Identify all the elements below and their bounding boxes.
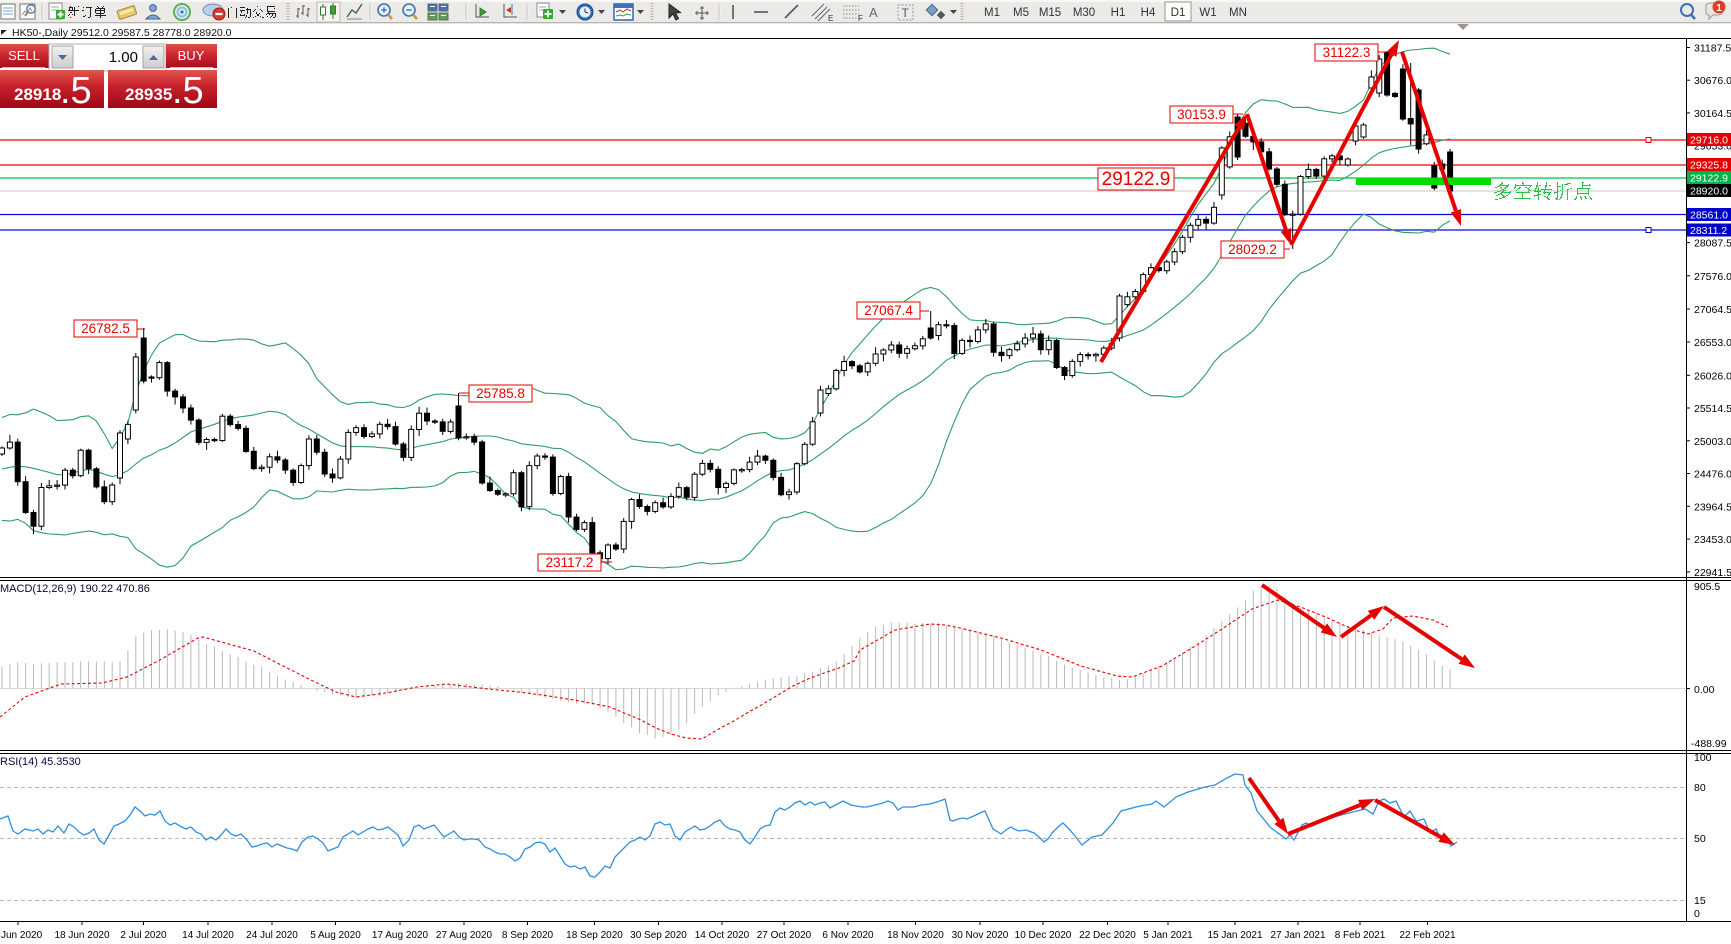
- svg-text:17 Aug 2020: 17 Aug 2020: [372, 930, 429, 941]
- svg-text:26782.5: 26782.5: [81, 321, 130, 336]
- svg-text:31187.5: 31187.5: [1694, 43, 1731, 55]
- svg-text:30164.5: 30164.5: [1694, 108, 1731, 120]
- svg-text:18 Nov 2020: 18 Nov 2020: [887, 930, 944, 941]
- svg-text:27 Jan 2021: 27 Jan 2021: [1270, 930, 1325, 941]
- svg-text:MACD(12,26,9) 190.22 470.86: MACD(12,26,9) 190.22 470.86: [0, 583, 150, 595]
- svg-text:30 Sep 2020: 30 Sep 2020: [630, 930, 687, 941]
- svg-text:29122.9: 29122.9: [1690, 173, 1728, 185]
- svg-text:23964.5: 23964.5: [1694, 501, 1731, 513]
- svg-text:28561.0: 28561.0: [1690, 210, 1728, 222]
- svg-text:28920.0: 28920.0: [1690, 186, 1728, 198]
- svg-text:D1: D1: [1171, 7, 1186, 19]
- svg-text:80: 80: [1694, 782, 1706, 794]
- svg-text:HK50-,Daily 29512.0 29587.5 2: HK50-,Daily 29512.0 29587.5 28778.0 2892…: [12, 27, 232, 39]
- svg-text:H4: H4: [1141, 7, 1156, 19]
- svg-text:10 Dec 2020: 10 Dec 2020: [1015, 930, 1072, 941]
- svg-text:23453.0: 23453.0: [1694, 534, 1731, 546]
- svg-text:E: E: [828, 14, 833, 23]
- svg-text:29716.0: 29716.0: [1690, 135, 1728, 147]
- svg-text:15: 15: [1694, 895, 1706, 907]
- svg-text:24476.0: 24476.0: [1694, 469, 1731, 481]
- svg-text:5 Aug 2020: 5 Aug 2020: [310, 930, 361, 941]
- svg-text:100: 100: [1694, 752, 1712, 764]
- svg-text:22 Feb 2021: 22 Feb 2021: [1399, 930, 1456, 941]
- svg-text:0.00: 0.00: [1694, 684, 1715, 696]
- svg-text:-488.99: -488.99: [1691, 738, 1727, 750]
- svg-text:M30: M30: [1073, 7, 1095, 19]
- svg-text:26553.0: 26553.0: [1694, 337, 1731, 349]
- svg-text:22 Dec 2020: 22 Dec 2020: [1079, 930, 1136, 941]
- svg-text:27 Oct 2020: 27 Oct 2020: [757, 930, 812, 941]
- svg-text:A: A: [869, 5, 878, 20]
- svg-text:8 Feb 2021: 8 Feb 2021: [1335, 930, 1386, 941]
- svg-text:RSI(14) 45.3530: RSI(14) 45.3530: [0, 756, 81, 768]
- svg-text:30153.9: 30153.9: [1177, 107, 1226, 122]
- svg-text:.5: .5: [172, 70, 204, 112]
- svg-text:8 Sep 2020: 8 Sep 2020: [502, 930, 554, 941]
- svg-text:M15: M15: [1039, 7, 1061, 19]
- svg-text:28918: 28918: [14, 85, 61, 104]
- svg-text:25003.0: 25003.0: [1694, 436, 1731, 448]
- svg-text:27576.0: 27576.0: [1694, 271, 1731, 283]
- svg-text:18 Jun 2020: 18 Jun 2020: [54, 930, 109, 941]
- svg-text:28087.5: 28087.5: [1694, 238, 1731, 250]
- svg-text:24 Jul 2020: 24 Jul 2020: [246, 930, 298, 941]
- svg-text:27067.4: 27067.4: [864, 303, 913, 318]
- svg-text:.5: .5: [60, 70, 92, 112]
- svg-text:26026.0: 26026.0: [1694, 370, 1731, 382]
- svg-text:25514.5: 25514.5: [1694, 403, 1731, 415]
- svg-text:27 Aug 2020: 27 Aug 2020: [436, 930, 493, 941]
- svg-text:22941.5: 22941.5: [1694, 567, 1731, 579]
- svg-text:Jun 2020: Jun 2020: [1, 930, 43, 941]
- svg-text:29122.9: 29122.9: [1102, 169, 1171, 190]
- svg-text:31122.3: 31122.3: [1323, 45, 1371, 60]
- svg-text:27064.5: 27064.5: [1694, 304, 1731, 316]
- svg-text:30 Nov 2020: 30 Nov 2020: [952, 930, 1009, 941]
- svg-text:14 Oct 2020: 14 Oct 2020: [695, 930, 750, 941]
- svg-text:0: 0: [1694, 908, 1700, 920]
- svg-text:28311.2: 28311.2: [1690, 225, 1727, 237]
- svg-text:29325.8: 29325.8: [1690, 160, 1728, 172]
- svg-text:6 Nov 2020: 6 Nov 2020: [822, 930, 874, 941]
- svg-text:30676.0: 30676.0: [1694, 75, 1731, 87]
- svg-text:1.00: 1.00: [109, 49, 138, 66]
- svg-text:5 Jan 2021: 5 Jan 2021: [1143, 930, 1193, 941]
- svg-text:50: 50: [1694, 833, 1706, 845]
- svg-text:F: F: [858, 14, 863, 23]
- svg-text:23117.2: 23117.2: [546, 555, 594, 570]
- svg-text:15 Jan 2021: 15 Jan 2021: [1207, 930, 1262, 941]
- svg-text:MN: MN: [1229, 7, 1247, 19]
- svg-text:25785.8: 25785.8: [476, 386, 525, 401]
- svg-text:T: T: [902, 6, 910, 20]
- svg-text:28029.2: 28029.2: [1228, 242, 1277, 257]
- svg-text:H1: H1: [1111, 7, 1126, 19]
- svg-text:W1: W1: [1199, 7, 1216, 19]
- svg-text:M5: M5: [1013, 7, 1029, 19]
- svg-text:1: 1: [1716, 3, 1722, 14]
- svg-text:SELL: SELL: [8, 48, 40, 63]
- svg-text:BUY: BUY: [178, 48, 205, 63]
- svg-text:28935: 28935: [125, 85, 172, 104]
- svg-text:2 Jul 2020: 2 Jul 2020: [120, 930, 167, 941]
- svg-text:905.5: 905.5: [1694, 581, 1720, 593]
- svg-text:M1: M1: [984, 7, 1000, 19]
- svg-text:18 Sep 2020: 18 Sep 2020: [566, 930, 623, 941]
- svg-text:14 Jul 2020: 14 Jul 2020: [182, 930, 234, 941]
